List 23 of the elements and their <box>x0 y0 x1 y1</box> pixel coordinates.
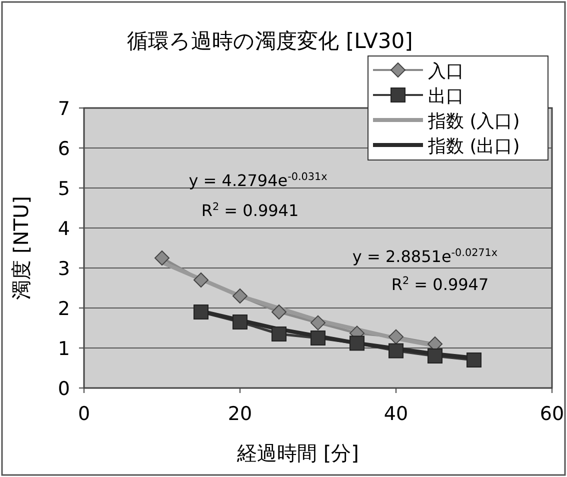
annotation: y = 4.2794e$^{-0.031x}$ <box>188 171 328 190</box>
legend-label: 出口 <box>428 86 464 107</box>
y-tick-label: 5 <box>58 178 70 200</box>
y-tick-label: 0 <box>58 378 70 400</box>
annotation: R$^{2}$ = 0.9947 <box>391 275 489 294</box>
annotation: R$^{2}$ = 0.9941 <box>201 201 299 220</box>
y-axis-title: 濁度 [NTU] <box>9 196 33 300</box>
y-tick-label: 1 <box>58 338 70 360</box>
legend-label: 入口 <box>428 61 464 82</box>
x-tick-label: 40 <box>384 403 408 425</box>
annotation: y = 2.8851e$^{-0.0271x}$ <box>352 247 498 266</box>
chart-title: 循環ろ過時の濁度変化 [LV30] <box>127 29 413 53</box>
legend-label: 指数 (入口) <box>427 111 520 132</box>
x-tick-label: 0 <box>78 403 90 425</box>
y-tick-label: 4 <box>58 218 70 240</box>
y-tick-label: 7 <box>58 98 70 120</box>
y-tick-label: 2 <box>58 298 70 320</box>
x-tick-label: 60 <box>540 403 564 425</box>
x-axis-title: 経過時間 [分] <box>236 441 359 465</box>
legend-label: 指数 (出口) <box>427 136 520 157</box>
x-tick-label: 20 <box>228 403 252 425</box>
y-tick-label: 3 <box>58 258 70 280</box>
y-tick-label: 6 <box>58 138 70 160</box>
